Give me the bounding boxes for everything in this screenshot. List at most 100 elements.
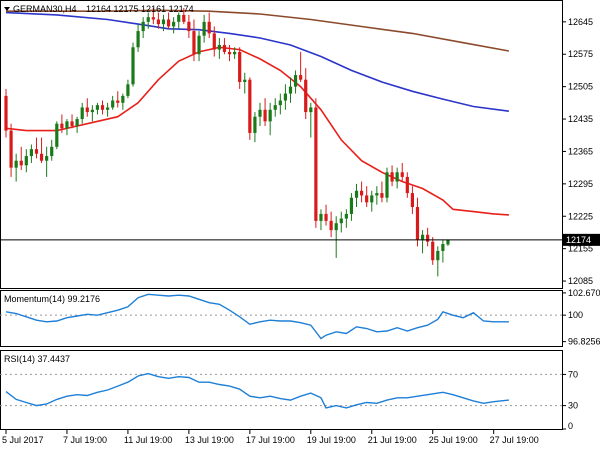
candle-body xyxy=(70,121,74,126)
ma-slow-line xyxy=(6,9,510,52)
candle xyxy=(9,123,13,177)
x-axis: 5 Jul 2017 7 Jul 19:00 11 Jul 19:00 13 Jul … xyxy=(2,430,539,445)
candle-body xyxy=(166,19,171,27)
candle-body xyxy=(283,93,287,101)
candle-body xyxy=(273,105,277,110)
price-tick-label: 12645 xyxy=(568,17,593,27)
candle xyxy=(385,167,389,203)
candle xyxy=(166,12,171,29)
rsi-label: RSI(14) 37.4437 xyxy=(4,354,70,364)
momentum-tick-label: 102.6707 xyxy=(568,288,600,298)
candle xyxy=(60,114,64,133)
candle xyxy=(19,146,23,170)
candle xyxy=(380,181,384,203)
candle xyxy=(90,105,94,122)
candle xyxy=(131,42,135,87)
candle xyxy=(400,163,404,182)
candle-body xyxy=(380,193,384,198)
candle-body xyxy=(45,156,49,161)
candle xyxy=(187,14,191,39)
candle xyxy=(136,24,140,52)
collapse-arrow-icon[interactable] xyxy=(4,7,10,11)
candle-body xyxy=(29,149,33,157)
rsi-series-line xyxy=(5,372,509,409)
price-panel-symbol: GERMAN30,H4 xyxy=(13,4,77,14)
candle-body xyxy=(60,123,64,129)
candle-body xyxy=(136,31,140,48)
candle xyxy=(70,114,74,129)
candle xyxy=(55,121,59,150)
candle-body xyxy=(349,197,354,214)
candle xyxy=(24,149,28,173)
candle xyxy=(50,139,54,161)
candle-body xyxy=(75,119,79,126)
candle xyxy=(258,102,262,126)
candle-body xyxy=(14,160,18,168)
candle-body xyxy=(55,123,59,147)
candle-body xyxy=(278,100,282,106)
candle-body xyxy=(227,51,232,55)
candle-body xyxy=(161,19,166,25)
candle xyxy=(426,227,430,247)
candle xyxy=(420,230,425,254)
candle-body xyxy=(80,107,84,120)
last-price-label: 12174 xyxy=(566,235,591,245)
candle xyxy=(233,47,237,59)
candle-body xyxy=(431,241,435,261)
rsi-tick-label: 70 xyxy=(568,369,578,379)
candle xyxy=(365,186,369,207)
candle xyxy=(278,93,282,115)
candle-body xyxy=(202,21,206,36)
candle-body xyxy=(187,21,191,32)
candle xyxy=(405,172,409,198)
candle-body xyxy=(334,223,338,231)
candle xyxy=(106,102,110,117)
rsi-tick-label: 30 xyxy=(568,401,578,411)
x-tick-label: 5 Jul 2017 xyxy=(2,435,44,445)
candle-body xyxy=(238,51,242,83)
candle-body xyxy=(243,79,247,83)
candle xyxy=(243,72,247,94)
candle-body xyxy=(304,79,308,113)
x-tick-label: 21 Jul 19:00 xyxy=(368,435,417,445)
rsi-panel: 70 30 0 RSI(14) 37.4437 xyxy=(0,350,578,431)
candle xyxy=(65,119,69,136)
candle xyxy=(446,239,450,246)
candle-body xyxy=(314,107,318,221)
price-tick-label: 12085 xyxy=(568,276,593,286)
candle-body xyxy=(111,100,115,108)
candle-body xyxy=(344,213,348,219)
momentum-tick-label: 100 xyxy=(568,310,583,320)
candle-body xyxy=(288,86,293,94)
candle xyxy=(283,84,287,110)
x-tick-label: 25 Jul 19:00 xyxy=(429,435,478,445)
x-tick-label: 7 Jul 19:00 xyxy=(63,435,107,445)
candle xyxy=(156,12,160,29)
candle xyxy=(80,102,84,124)
candle xyxy=(329,211,333,238)
candle-body xyxy=(116,100,120,103)
candle xyxy=(253,112,257,143)
candle xyxy=(410,186,414,214)
candle xyxy=(75,116,79,133)
candle xyxy=(197,31,201,62)
candle xyxy=(309,102,313,138)
candle xyxy=(238,47,242,89)
candle xyxy=(192,19,196,62)
candle xyxy=(334,216,338,258)
candle xyxy=(45,146,49,177)
candle-body xyxy=(9,130,13,168)
candle xyxy=(370,190,374,212)
candle xyxy=(415,197,420,247)
candle xyxy=(319,209,323,231)
candle xyxy=(354,183,359,207)
x-tick-label: 19 Jul 19:00 xyxy=(307,435,356,445)
candle-body xyxy=(106,107,110,110)
candle-body xyxy=(50,146,54,157)
candle xyxy=(29,144,33,164)
candle-body xyxy=(324,213,328,221)
momentum-label: Momentum(14) 99.2176 xyxy=(4,294,100,304)
candle-body xyxy=(233,51,237,55)
candle xyxy=(212,26,216,57)
